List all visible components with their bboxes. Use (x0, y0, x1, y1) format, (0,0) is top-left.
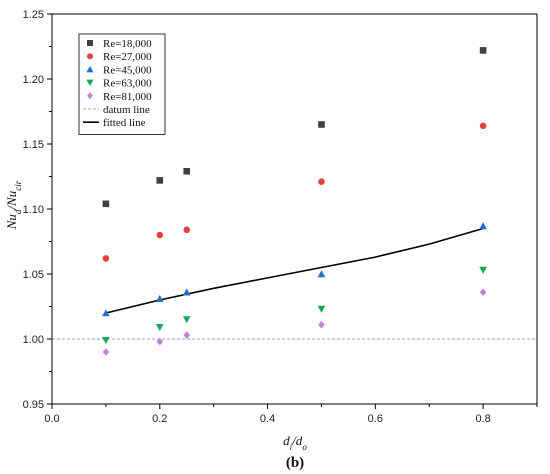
series-3 (102, 222, 487, 317)
data-point (102, 255, 110, 262)
y-tick-label: 0.95 (23, 399, 44, 411)
y-axis: 0.95 1.00 1.05 1.10 1.15 1.20 1.25 (23, 9, 52, 411)
data-point (318, 121, 325, 128)
data-point (155, 294, 164, 302)
y-tick-label: 1.25 (23, 9, 44, 21)
data-point (102, 337, 110, 345)
data-marks (52, 47, 537, 356)
data-point (479, 122, 487, 130)
data-point (183, 226, 191, 234)
series-1 (102, 47, 487, 208)
data-point (155, 324, 164, 332)
legend-marker (86, 65, 94, 73)
data-point (102, 309, 110, 317)
legend-label: Re=27,000 (103, 51, 152, 63)
x-tick-label: 0.8 (475, 413, 490, 425)
legend-label: datum line (103, 104, 150, 116)
legend-label: Re=18,000 (103, 38, 152, 50)
data-point (318, 178, 325, 185)
data-point (182, 316, 191, 324)
data-point (317, 305, 326, 313)
data-point (479, 288, 487, 296)
data-point (102, 348, 110, 356)
legend-label: Re=63,000 (103, 78, 152, 90)
data-point (183, 331, 191, 339)
y-tick-label: 1.15 (23, 139, 44, 151)
legend-label: Re=45,000 (103, 64, 152, 76)
x-axis-label: di/do (283, 433, 307, 452)
data-point (156, 337, 164, 346)
series-2 (102, 122, 487, 262)
y-tick-label: 1.20 (23, 74, 44, 86)
legend-marker (86, 79, 94, 87)
x-tick-label: 0.0 (44, 413, 59, 425)
data-point (102, 200, 110, 208)
legend-marker (87, 40, 93, 46)
x-axis: 0.0 0.2 0.4 0.6 0.8 (44, 404, 538, 425)
data-point (479, 47, 487, 54)
legend-label: fitted line (103, 117, 146, 129)
y-tick-label: 1.10 (23, 204, 44, 216)
legend-marker (87, 92, 93, 100)
data-point (183, 168, 191, 175)
series-4 (102, 266, 487, 345)
data-point (479, 222, 487, 230)
y-tick-label: 1.00 (23, 334, 44, 346)
y-axis-label: Nud/Nucir (4, 180, 23, 230)
legend-box (78, 33, 166, 135)
y-tick-label: 1.05 (23, 269, 44, 281)
data-point (479, 266, 487, 274)
x-tick-label: 0.4 (260, 413, 275, 425)
data-point (318, 320, 325, 329)
fitted-line (105, 227, 484, 314)
figure-caption: (b) (286, 455, 304, 471)
x-tick-label: 0.2 (152, 413, 167, 425)
x-tick-label: 0.6 (368, 413, 383, 425)
data-point (317, 270, 326, 278)
series-5 (102, 288, 487, 356)
data-point (156, 231, 164, 239)
data-point (156, 177, 164, 184)
legend-marker (87, 53, 93, 60)
legend-label: Re=81,000 (103, 91, 152, 103)
data-point (182, 288, 191, 296)
